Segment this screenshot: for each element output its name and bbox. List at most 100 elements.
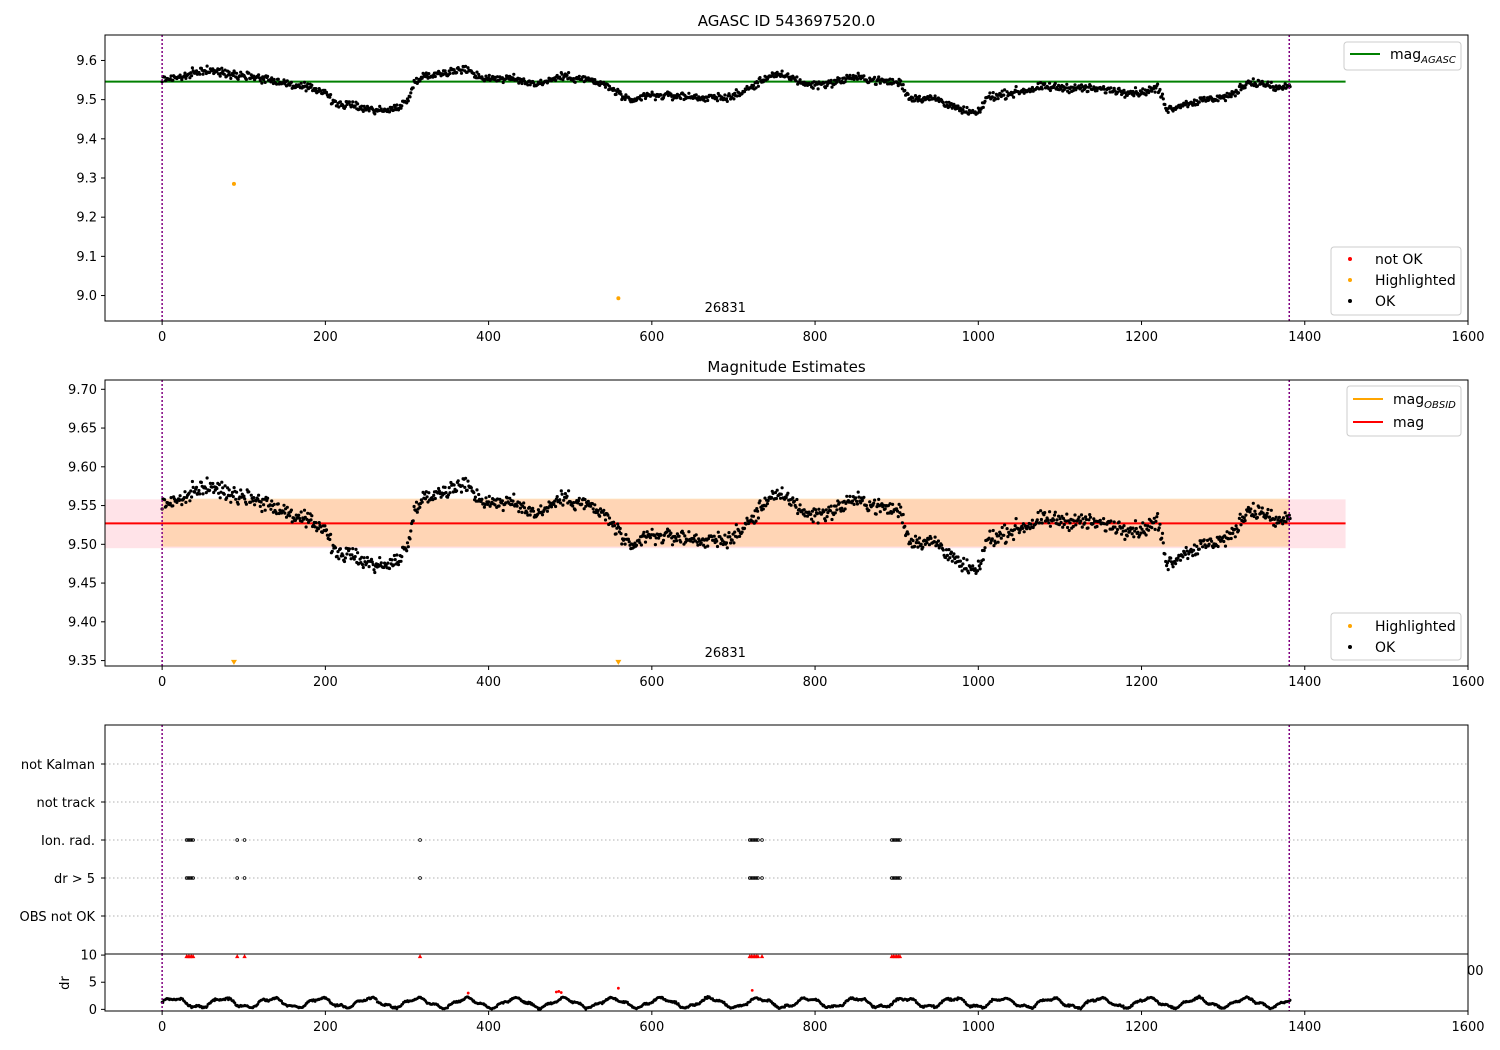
ok-point	[596, 509, 600, 513]
ok-point	[1071, 524, 1075, 529]
flag-category-label: OBS not OK	[20, 910, 96, 925]
ok-point	[184, 76, 188, 80]
ok-point	[373, 570, 377, 575]
ok-point	[659, 93, 663, 97]
ok-point	[1185, 549, 1189, 553]
ok-point	[991, 528, 995, 533]
ok-point	[758, 499, 762, 503]
ok-point	[794, 79, 798, 83]
ok-point	[466, 479, 470, 483]
ok-point	[510, 502, 514, 507]
ok-point	[387, 566, 392, 571]
ok-point	[796, 511, 800, 516]
ok-point	[1272, 517, 1277, 522]
ok-point	[994, 97, 998, 101]
ok-point	[723, 93, 727, 97]
ok-point	[313, 525, 317, 529]
ok-point	[1000, 89, 1004, 93]
ok-point	[695, 540, 699, 544]
ok-point	[751, 514, 756, 518]
ok-point	[168, 501, 172, 505]
ok-point	[723, 533, 727, 537]
ok-point	[813, 514, 817, 518]
legend-marker	[1348, 299, 1352, 303]
ok-point	[1274, 515, 1278, 519]
legend-marker	[1348, 624, 1352, 628]
clipped-dr-marker	[897, 954, 903, 959]
ok-point	[163, 498, 167, 502]
ok-point	[205, 64, 209, 68]
ok-point	[350, 553, 354, 557]
ok-point	[751, 83, 756, 88]
ok-point	[1079, 86, 1083, 90]
ok-point	[455, 489, 459, 493]
ok-point	[981, 105, 985, 109]
legend-marker	[1348, 645, 1352, 649]
ok-point	[703, 99, 707, 103]
ok-point	[1156, 511, 1160, 516]
ok-point	[825, 515, 829, 519]
ok-point	[830, 517, 834, 522]
ok-point	[1167, 559, 1171, 563]
ok-point	[259, 500, 263, 504]
ok-point	[725, 546, 729, 550]
flag-point	[186, 876, 191, 880]
ok-point	[830, 85, 834, 89]
ok-point	[706, 544, 710, 548]
ok-point	[163, 75, 167, 79]
ok-point	[1053, 510, 1057, 514]
ok-point	[988, 529, 992, 533]
ok-point	[958, 106, 963, 110]
dr-point	[205, 1005, 209, 1008]
ok-point	[696, 543, 700, 547]
ok-point	[619, 532, 623, 536]
ok-point	[531, 509, 536, 513]
ok-point	[171, 504, 175, 508]
ok-point	[857, 495, 861, 499]
ok-point	[637, 538, 641, 542]
ok-point	[786, 72, 790, 76]
ok-point	[539, 78, 543, 82]
x-tick-label: 1200	[1125, 675, 1158, 690]
ok-point	[675, 532, 680, 536]
ok-point	[1225, 91, 1229, 95]
flag-point	[235, 838, 240, 842]
ok-point	[949, 550, 954, 554]
ok-point	[1029, 522, 1033, 526]
ok-point	[1115, 530, 1119, 534]
flag-point	[242, 838, 247, 842]
ok-point	[302, 80, 307, 84]
ok-point	[577, 74, 581, 78]
flag-point	[235, 876, 240, 880]
ok-point	[956, 555, 960, 559]
ok-point	[572, 77, 576, 81]
ok-point	[1210, 539, 1214, 543]
ok-point	[840, 506, 844, 510]
ok-point	[675, 96, 679, 100]
ok-point	[612, 88, 617, 92]
ok-point	[936, 96, 941, 100]
ok-point	[1006, 535, 1010, 539]
ok-point	[1000, 525, 1004, 530]
ok-point	[691, 540, 695, 544]
ok-point	[1210, 96, 1214, 100]
ok-point	[1077, 515, 1081, 519]
flag-point	[749, 876, 754, 880]
ok-point	[1269, 80, 1273, 84]
ok-point	[1192, 101, 1196, 105]
ok-point	[1074, 523, 1078, 527]
x-tick-label: 1200	[1125, 1020, 1158, 1035]
ok-point	[1004, 540, 1008, 544]
x-tick-label: 1600	[1451, 675, 1484, 690]
y-tick-label: 0	[89, 1003, 97, 1018]
ok-point	[386, 561, 390, 565]
flag-point	[749, 838, 754, 842]
ok-point	[927, 98, 932, 102]
ok-point	[948, 556, 952, 560]
x-tick-label: 400	[476, 330, 501, 345]
ok-point	[188, 499, 192, 503]
ok-point	[505, 496, 509, 500]
ok-point	[360, 555, 364, 559]
ok-point	[906, 532, 910, 536]
ok-point	[497, 504, 501, 508]
